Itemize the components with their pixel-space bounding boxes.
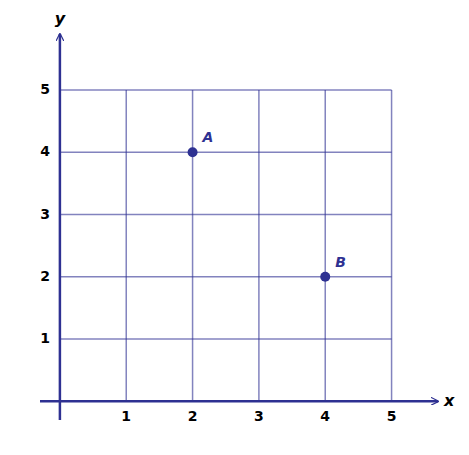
y-tick-label: 4 xyxy=(40,143,50,159)
grid xyxy=(60,90,392,401)
grid-line-x xyxy=(258,90,260,401)
x-tick-label: 2 xyxy=(188,408,198,424)
points xyxy=(188,147,331,282)
grid-line-x xyxy=(391,90,393,401)
x-axis-label: x xyxy=(443,391,455,410)
grid-line-y xyxy=(60,276,392,278)
y-tick-label: 3 xyxy=(40,206,50,222)
y-axis xyxy=(59,34,62,420)
x-axis xyxy=(40,400,438,403)
x-tick-label: 5 xyxy=(387,408,397,424)
grid-line-x xyxy=(192,90,194,401)
chart-svg: 1 2 3 4 5 1 2 3 4 5 x y A B xyxy=(0,0,469,455)
x-tick-label: 3 xyxy=(254,408,264,424)
grid-line-y xyxy=(60,152,392,154)
x-tick-label: 4 xyxy=(320,408,330,424)
grid-line-y xyxy=(60,89,392,91)
point-label: A xyxy=(202,129,214,145)
chart-container: 1 2 3 4 5 1 2 3 4 5 x y A B xyxy=(0,0,469,455)
point-label: B xyxy=(335,254,346,270)
y-tick-label: 2 xyxy=(40,268,50,284)
x-tick-label: 1 xyxy=(121,408,131,424)
grid-line-x xyxy=(324,90,326,401)
point xyxy=(320,272,330,282)
grid-line-y xyxy=(60,338,392,340)
y-axis-label: y xyxy=(55,9,66,28)
grid-line-y xyxy=(60,214,392,216)
y-tick-label: 1 xyxy=(40,330,50,346)
y-tick-label: 5 xyxy=(40,81,50,97)
grid-line-x xyxy=(125,90,127,401)
point xyxy=(188,147,198,157)
